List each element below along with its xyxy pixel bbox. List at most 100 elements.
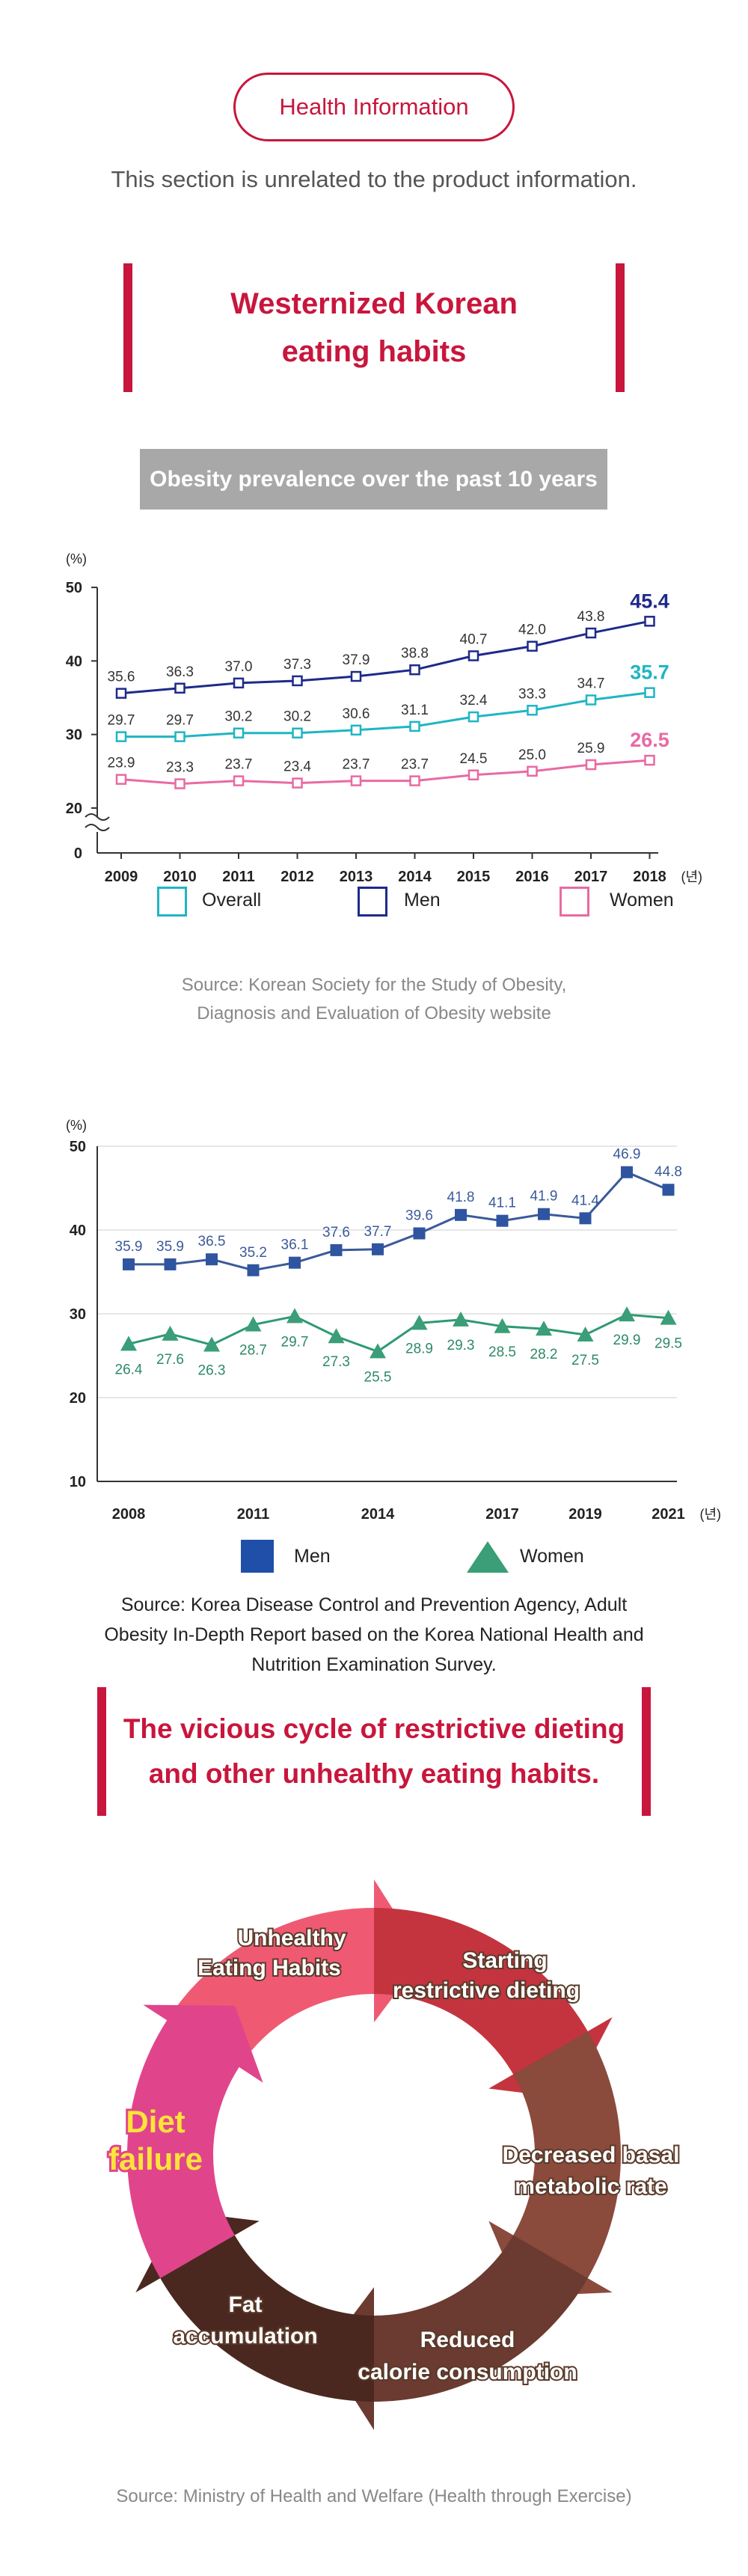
footer-source: Source: Ministry of Health and Welfare (… [116,2486,632,2506]
chart2-x-unit: (년) [700,1507,722,1522]
chart1-source-line1: Source: Korean Society for the Study of … [181,975,567,995]
legend-overall-swatch [157,887,187,917]
chart2-point-women [494,1318,511,1333]
chart2-ytick: 50 [70,1139,86,1155]
section-title-line2: eating habits [281,335,467,368]
legend-men-square [241,1540,274,1573]
cycle-arrow-2 [374,1908,613,2099]
chart1-legend: Overall Men Women [0,887,748,924]
chart2-label-men: 41.8 [447,1190,475,1205]
chart1-label-overall: 29.7 [166,713,194,729]
chart1-label-men: 38.8 [401,646,429,661]
section-title-vicious-cycle: The vicious cycle of restrictive dieting… [97,1687,651,1816]
chart1-xtick: 2009 [105,869,138,885]
chart2-point-women [660,1309,677,1325]
legend-men-swatch [358,887,387,917]
chart2-label-women: 28.2 [530,1347,558,1362]
chart2-point-men [538,1208,550,1220]
cycle-label-starting-2: restrictive dieting [393,1978,580,2003]
chart1-point-women [409,775,420,786]
chart1-ytick: 50 [66,580,82,596]
chart2-point-women [619,1306,635,1322]
cycle-label-fat-1: Fat [229,2292,263,2317]
chart1-xtick: 2013 [340,869,373,885]
chart1-label-women: 25.9 [577,741,605,756]
chart2-label-men: 46.9 [613,1147,641,1163]
legend-overall-label: Overall [202,890,262,911]
chart1-ytick: 0 [74,845,82,862]
chart1-label-women: 23.3 [166,760,194,776]
chart1-label-men: 42.0 [518,622,546,638]
cycle-label-fat-2: accumulation [173,2324,317,2349]
chart1-line-women [120,759,650,786]
chart2-point-women [370,1343,386,1359]
chart1-xtick: 2018 [633,869,666,885]
chart1-x-unit: (년) [681,869,703,884]
chart2-source: Source: Korea Disease Control and Preven… [0,1590,748,1680]
chart1-point-women [350,775,362,786]
chart1-point-women [233,775,245,786]
chart2-label-men: 41.4 [571,1193,599,1208]
chart1-xtick: 2010 [163,869,197,885]
chart1-label-overall: 35.7 [630,661,669,684]
cycle-label-decreased-2: metabolic rate [515,2174,666,2199]
chart2-point-women [162,1325,179,1341]
cycle-label-unhealthy-2: Eating Habits [197,1956,341,1980]
chart1-point-men [292,675,303,687]
chart1-label-overall: 30.2 [225,709,253,725]
chart1-label-men: 43.8 [577,609,605,625]
chart2-xtick: 2019 [568,1506,602,1523]
chart2-point-women [245,1316,262,1332]
chart2-source-line3: Nutrition Examination Survey. [251,1654,497,1675]
chart2-point-women [411,1315,428,1330]
chart1-label-men: 37.3 [283,657,311,673]
chart1-point-women [292,777,303,789]
chart2-label-men: 44.8 [654,1164,682,1180]
chart1-point-women [174,778,186,789]
chart2-point-men [413,1227,426,1240]
chart1-point-men [115,688,127,699]
cycle-arrow-5 [135,2211,374,2402]
chart2-point-men [206,1253,218,1266]
chart2-label-women: 27.6 [156,1352,184,1368]
chart2-point-men [496,1214,509,1227]
chart2-point-women [203,1336,220,1352]
chart2-point-men [372,1243,384,1255]
chart2-point-men [455,1208,467,1221]
chart2-label-men: 37.7 [364,1224,392,1240]
chart1-label-overall: 32.4 [460,693,488,709]
disclaimer-text: This section is unrelated to the product… [111,166,637,192]
chart2-source-line1: Source: Korea Disease Control and Preven… [120,1594,628,1615]
chart2-label-men: 37.6 [322,1225,350,1240]
chart2-point-women [286,1308,303,1324]
chart1-label-men: 36.3 [166,664,194,680]
chart1-axis-break-icon [85,813,110,831]
vicious-cycle-diagram: Unhealthy Eating Habits Starting restric… [106,1879,681,2430]
chart2-label-women: 29.3 [447,1338,475,1353]
legend2-women-label: Women [520,1546,584,1567]
chart2-label-men: 35.2 [239,1245,267,1261]
chart1-xtick: 2012 [280,869,314,885]
health-information-badge: Health Information [233,73,515,141]
chart2-label-women: 29.5 [654,1336,682,1352]
chart1-point-women [115,774,127,785]
chart1-point-women [644,754,655,766]
chart1-label-women: 23.4 [283,759,311,775]
chart2-label-men: 35.9 [156,1239,184,1255]
title2-bar-left [97,1687,106,1816]
chart1-point-men [409,664,420,676]
chart2-label-women: 29.9 [613,1333,641,1348]
chart2-point-women [577,1327,594,1341]
chart2-line-women [128,1313,669,1353]
obesity-2008-2021-chart: (%) 10 20 30 40 50 2008 2011 2014 2017 2019 2021 (년)… [66,1118,722,1523]
chart1-point-women [585,759,597,771]
chart2-xtick: 2014 [361,1506,395,1523]
chart1-point-overall [174,731,186,742]
section-title-westernized: Westernized Korean eating habits [123,263,625,392]
chart2-xtick: 2021 [652,1506,685,1523]
chart1-label-women: 25.0 [518,747,546,763]
title2-bar-right [642,1687,651,1816]
chart2-point-men [164,1258,177,1270]
cycle-label-failure: failure [108,2141,203,2176]
chart2-point-women [328,1328,345,1344]
